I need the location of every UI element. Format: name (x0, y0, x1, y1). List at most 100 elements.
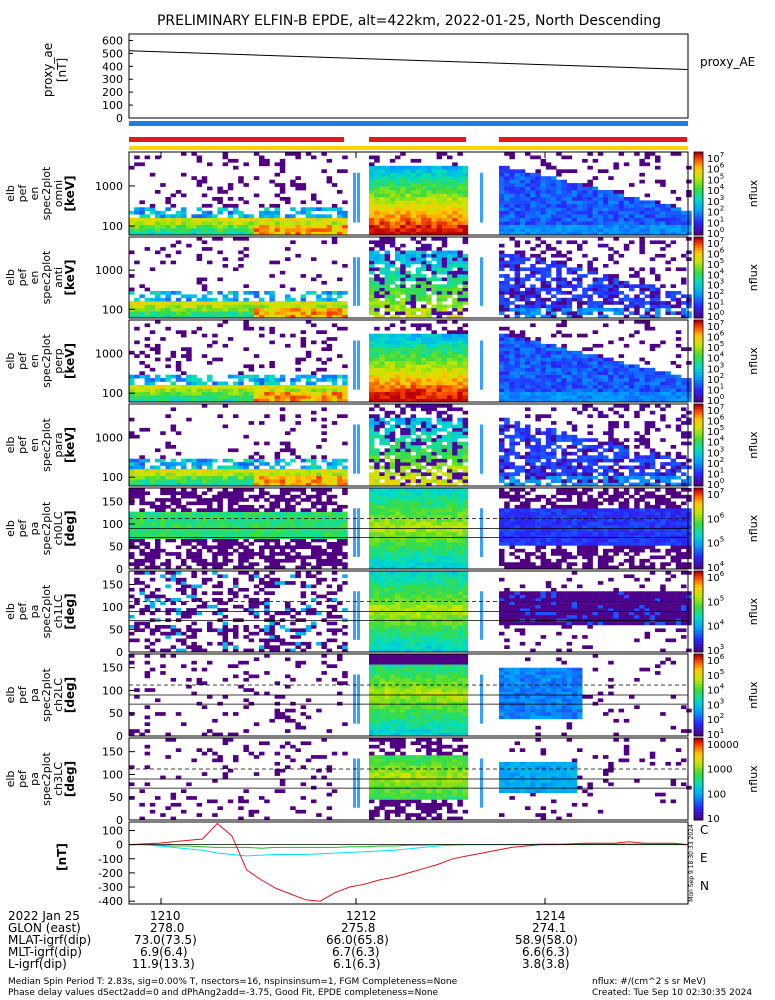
spectrogram-cell (316, 301, 322, 305)
spectrogram-cell (540, 250, 547, 255)
spectrogram-cell (155, 297, 161, 302)
spectrogram-cell (222, 479, 229, 483)
spectrogram-cell (571, 214, 578, 219)
spectrogram-cell (415, 224, 422, 229)
spectrogram-cell (139, 217, 145, 222)
spectrogram-cell (129, 231, 135, 236)
spectrogram-cell (144, 364, 151, 369)
spectrogram-cell (421, 361, 427, 365)
spectrogram-cell (655, 200, 661, 205)
spectrogram-cell (389, 210, 396, 215)
spectrogram-cell (207, 482, 213, 487)
spectrogram-cell (556, 214, 562, 219)
spectrogram-cell (389, 217, 396, 222)
spectrogram-cell (504, 378, 510, 382)
spectrogram-cell (405, 294, 411, 299)
colorbar-anti (694, 237, 703, 319)
spectrogram-cell (514, 200, 521, 205)
spectrogram-cell (623, 367, 630, 372)
spectrogram-cell (311, 214, 317, 219)
spectrogram-cell (337, 307, 343, 312)
spectrogram-cell (285, 247, 291, 251)
spectrogram-data-sliver (480, 257, 483, 306)
spectrogram-cell (227, 221, 234, 225)
spectrogram-cell (134, 297, 140, 302)
spectrogram-cell (514, 361, 521, 365)
spectrogram-cell (561, 217, 567, 222)
spectrogram-cell (331, 465, 338, 470)
spectrogram-cell (233, 314, 239, 319)
spectrogram-cell (571, 270, 578, 275)
spectrogram-cell (649, 203, 656, 208)
spectrogram-cell (592, 217, 599, 222)
spectrogram-cell (279, 458, 286, 463)
spectrogram-cell (400, 264, 406, 268)
spectrogram-cell (285, 445, 291, 449)
spectrogram-cell (196, 462, 203, 466)
spectrogram-cell (410, 311, 417, 315)
spectrogram-cell (395, 203, 401, 208)
spectrogram-cell (175, 374, 182, 379)
spectrogram-cell (227, 479, 234, 483)
spectrogram-cell (519, 284, 526, 288)
spectrogram-cell (675, 374, 682, 379)
colorbar-segment (694, 727, 703, 731)
spectrogram-cell (405, 388, 411, 393)
spectrogram-cell (462, 277, 469, 282)
spectrogram-cell (300, 472, 307, 477)
spectrogram-cell (441, 307, 448, 312)
spectrogram-cell (675, 231, 682, 236)
spectrogram-cell (457, 193, 463, 198)
spectrogram-cell (504, 384, 510, 389)
spectrogram-cell (305, 217, 312, 222)
spectrogram-cell (545, 287, 552, 292)
spectrogram-cell (441, 404, 448, 408)
spectrogram-cell (290, 152, 296, 156)
spectrogram-cell (535, 371, 541, 376)
spectrogram-cell (587, 200, 593, 205)
spectrogram-cell (441, 270, 448, 275)
spectrogram-cell (217, 384, 223, 389)
spectrogram-cell (447, 448, 453, 453)
spectrogram-cell (556, 183, 562, 187)
spectrogram-cell (514, 479, 521, 483)
spectrogram-cell (155, 301, 161, 305)
spectrogram-cell (675, 224, 682, 229)
spectrogram-cell (400, 179, 406, 184)
spectrogram-cell (321, 347, 327, 352)
spectrogram-cell (337, 391, 343, 396)
spectrogram-cell (233, 237, 239, 241)
spectrogram-cell (395, 193, 401, 198)
spectrogram-cell (155, 190, 161, 194)
spectrogram-cell (566, 381, 573, 386)
spectrogram-cell (285, 294, 291, 299)
spectrogram-cell (514, 395, 521, 399)
spectrogram-cell (457, 291, 463, 295)
spectrogram-cell (149, 203, 156, 208)
spectrogram-cell (300, 374, 307, 379)
spectrogram-cell (592, 371, 599, 376)
spectrogram-cell (207, 361, 213, 365)
spectrogram-cell (525, 291, 531, 295)
spectrogram-cell (670, 311, 677, 315)
spectrogram-cell (269, 374, 275, 379)
spectrogram-cell (369, 217, 375, 222)
spectrogram-cell (597, 203, 604, 208)
spectrogram-cell (504, 287, 510, 292)
spectrogram-cell (321, 301, 327, 305)
spectrogram-cell (295, 304, 301, 309)
spectrogram-cell (644, 294, 651, 299)
spectrogram-cell (519, 210, 526, 215)
spectrogram-cell (395, 441, 401, 446)
spectrogram-cell (556, 224, 562, 229)
spectrogram-cell (415, 176, 422, 180)
spectrogram-cell (410, 221, 417, 225)
spectrogram-cell (577, 210, 583, 215)
colorbar-segment (694, 566, 703, 570)
spectrogram-cell (369, 395, 375, 399)
spectrogram-cell (504, 253, 510, 258)
spectrogram-cell (421, 311, 427, 315)
spectrogram-cell (337, 479, 343, 483)
spectrogram-cell (295, 374, 301, 379)
spectrogram-cell (577, 301, 583, 305)
